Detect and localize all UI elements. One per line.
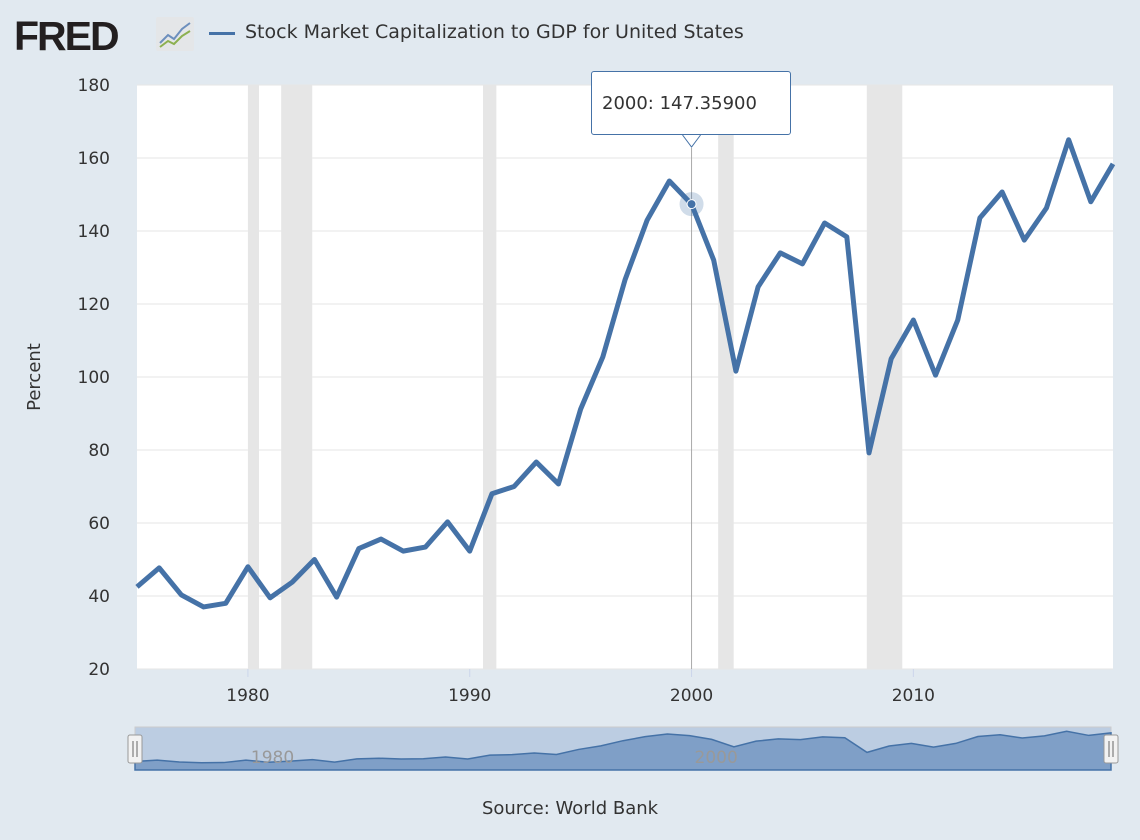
x-tick-label: 2010 [892,686,935,706]
y-tick-label: 140 [78,222,110,242]
data-point[interactable] [178,592,184,598]
fred-logo[interactable]: FRED [14,13,120,59]
y-tick-label: 100 [78,368,110,388]
series-title[interactable]: Stock Market Capitalization to GDP for U… [245,21,744,43]
data-point[interactable] [733,368,739,374]
data-point[interactable] [400,548,406,554]
data-point[interactable] [999,189,1005,195]
data-point[interactable] [666,178,672,184]
y-tick-label: 20 [88,660,110,680]
data-point[interactable] [799,261,805,267]
data-point[interactable] [844,234,850,240]
legend-series-line [209,32,235,35]
navigator-series-area [134,730,1112,771]
data-point[interactable] [977,215,983,221]
y-axis-label: Percent [24,343,45,411]
tooltip-pointer [682,134,701,148]
navigator-handle-right[interactable] [1103,734,1119,764]
data-point[interactable] [134,584,140,590]
source-label: Source: World Bank [481,798,659,819]
x-tick-label: 2000 [670,686,713,706]
data-point[interactable] [955,317,961,323]
y-tick-label: 120 [78,295,110,315]
navigator-tick-label: 2000 [695,748,738,768]
data-point[interactable] [445,519,451,525]
data-point[interactable] [622,277,628,283]
data-point[interactable] [422,544,428,550]
data-point[interactable] [933,372,939,378]
data-point[interactable] [644,217,650,223]
x-tick-label: 1990 [448,686,491,706]
fred-chart-icon [156,17,194,51]
y-tick-label: 180 [78,76,110,96]
data-point[interactable] [755,284,761,290]
navigator-handle-left[interactable] [127,734,143,764]
data-point[interactable] [578,406,584,412]
data-point[interactable] [156,565,162,571]
data-point[interactable] [356,546,362,552]
data-point[interactable] [467,548,473,554]
y-tick-label: 80 [88,441,110,461]
data-point[interactable] [511,484,517,490]
hover-point [686,199,697,210]
y-tick-label: 60 [88,514,110,534]
data-point[interactable] [489,491,495,497]
data-point[interactable] [378,536,384,542]
x-tick-label: 1980 [226,686,269,706]
data-point[interactable] [910,317,916,323]
tooltip-text: 2000: 147.35900 [602,93,757,114]
data-point[interactable] [334,594,340,600]
data-point[interactable] [888,356,894,362]
tooltip: 2000: 147.35900 [591,71,791,135]
navigator-tick-label: 1980 [251,748,294,768]
data-point[interactable] [267,595,273,601]
data-point[interactable] [822,220,828,226]
data-point[interactable] [711,257,717,263]
y-tick-label: 160 [78,149,110,169]
data-point[interactable] [223,600,229,606]
data-point[interactable] [555,481,561,487]
y-tick-label: 40 [88,587,110,607]
series-line[interactable] [135,137,1116,610]
data-point[interactable] [866,450,872,456]
data-point[interactable] [1043,205,1049,211]
data-point[interactable] [289,579,295,585]
data-point[interactable] [600,354,606,360]
data-point[interactable] [533,459,539,465]
data-point[interactable] [1110,161,1116,167]
data-point[interactable] [777,250,783,256]
data-point[interactable] [311,557,317,563]
data-point[interactable] [1021,237,1027,243]
data-point[interactable] [245,564,251,570]
data-point[interactable] [201,604,207,610]
data-point[interactable] [1088,199,1094,205]
data-point[interactable] [1066,137,1072,143]
